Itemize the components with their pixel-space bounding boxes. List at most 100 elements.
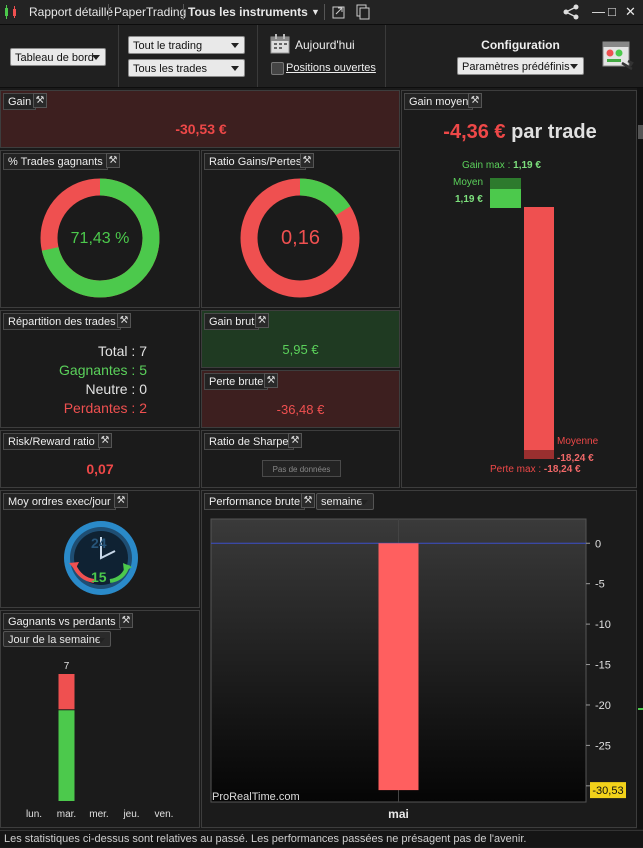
wrench-icon[interactable]: ⚒: [106, 153, 120, 168]
wrench-icon[interactable]: ⚒: [119, 613, 133, 628]
total-count-label: 7: [64, 661, 70, 672]
current-value-badge: [590, 782, 626, 799]
trading-select[interactable]: Tout le trading: [128, 36, 245, 54]
maximize-icon[interactable]: □: [608, 4, 616, 19]
wrench-icon[interactable]: ⚒: [468, 93, 482, 108]
ratio-panel: Ratio Gains/Pertes ⚒ 0,16: [201, 150, 400, 308]
max-gain-line: Gain max : 1,19 €: [462, 160, 541, 171]
avg-loss-amount: -18,24 €: [557, 453, 594, 464]
gain-arc: [40, 178, 160, 298]
tab-papertrading[interactable]: PaperTrading: [114, 5, 187, 19]
gross-loss-panel: Perte brute ⚒ -36,48 €: [201, 370, 400, 428]
tab-rapport-detaille[interactable]: Rapport détaillé: [29, 5, 114, 19]
panel-title: Gagnants vs perdants: [3, 613, 121, 630]
dashboard-select[interactable]: Tableau de bord: [10, 48, 106, 66]
trades-select[interactable]: Tous les trades: [128, 59, 245, 77]
candlestick-icon: [5, 5, 16, 19]
gain-value: -30,53 €: [175, 121, 227, 137]
wrench-icon[interactable]: ⚒: [300, 153, 314, 168]
today-button[interactable]: Aujourd'hui: [295, 38, 355, 52]
clock-icon: [64, 521, 138, 595]
divider: [324, 4, 325, 20]
open-positions-checkbox[interactable]: [271, 62, 284, 75]
share-icon[interactable]: [563, 4, 579, 20]
performance-panel: Performance brute ⚒ semaine 0 -5 -10 -15 -20…: [201, 490, 637, 828]
wrench-icon[interactable]: ⚒: [114, 493, 128, 508]
edge-marker: [638, 125, 643, 139]
edge-marker: [638, 708, 643, 710]
y-tick-label: -25: [595, 740, 611, 752]
y-tick-label: -15: [595, 660, 611, 672]
day-period-select[interactable]: Jour de la semaine: [3, 631, 111, 647]
calendar-icon[interactable]: [270, 34, 290, 54]
max-gain-value: 1,19 €: [513, 160, 541, 171]
panel-title: Performance brute: [204, 493, 306, 510]
wrench-icon[interactable]: ⚒: [33, 93, 47, 108]
avg-gain-suffix: par trade: [511, 121, 597, 143]
losers-bar: [58, 674, 75, 710]
avg-gain-amount: 1,19 €: [455, 194, 483, 205]
gain-arc: [240, 178, 360, 298]
risk-reward-panel: Risk/Reward ratio ⚒ 0,07: [0, 430, 200, 488]
ratio-value: 0,16: [281, 227, 320, 249]
y-tick-label: -5: [595, 579, 605, 591]
clock-hours-label: 24: [91, 535, 107, 551]
win-rate-donut: [40, 178, 160, 298]
wrench-icon[interactable]: ⚒: [301, 493, 315, 508]
loss-bar: [524, 207, 554, 459]
divider: [257, 25, 258, 87]
title-bar: Rapport détaillé PaperTrading Tous les i…: [0, 0, 643, 25]
preset-select[interactable]: Paramètres prédéfinis: [457, 57, 584, 75]
instrument-selector[interactable]: Tous les instruments: [188, 5, 308, 19]
panel-title: Répartition des trades: [3, 313, 121, 330]
panel-title: % Trades gagnants: [3, 153, 108, 170]
minimize-icon[interactable]: —: [592, 4, 605, 19]
copy-icon[interactable]: [356, 4, 370, 20]
avg-loss-label: Moyenne: [557, 436, 599, 447]
sharpe-panel: Ratio de Sharpe ⚒ Pas de données: [201, 430, 400, 488]
wrench-icon[interactable]: ⚒: [117, 313, 131, 328]
disclaimer-footer: Les statistiques ci-dessus sont relative…: [0, 830, 643, 847]
wrench-icon[interactable]: ⚒: [98, 433, 112, 448]
export-icon[interactable]: [332, 5, 346, 19]
panel-title: Risk/Reward ratio: [3, 433, 100, 450]
orders-panel: Moy ordres exec/jour ⚒ 24 15: [0, 490, 200, 608]
open-positions-label[interactable]: Positions ouvertes: [286, 62, 376, 74]
y-tick-label: -10: [595, 619, 611, 631]
panel-title: Perte brute: [204, 373, 269, 390]
gain-bar-mark: [490, 178, 521, 189]
wrench-icon[interactable]: ⚒: [255, 313, 269, 328]
distribution-panel: Répartition des trades ⚒ Total : 7 Gagna…: [0, 310, 200, 428]
watermark: ProRealTime.com: [212, 791, 300, 803]
max-loss-value: -18,24 €: [543, 464, 581, 475]
wrench-icon[interactable]: ⚒: [264, 373, 278, 388]
wrench-icon[interactable]: ⚒: [288, 433, 302, 448]
x-tick-label: ven.: [155, 809, 174, 820]
panel-title: Moy ordres exec/jour: [3, 493, 116, 510]
chevron-down-icon[interactable]: ▼: [311, 7, 320, 17]
winners-bar: [58, 710, 75, 801]
orders-value: 15: [91, 569, 107, 585]
win-rate-value: 71,43 %: [70, 230, 130, 247]
panel-title: Ratio Gains/Pertes: [204, 153, 307, 170]
period-select[interactable]: semaine: [316, 493, 374, 510]
y-tick-label: 0: [595, 538, 601, 550]
avg-gain-value: -4,36 €: [443, 121, 506, 143]
divider: [118, 25, 119, 87]
dashboard-settings-icon[interactable]: [602, 39, 634, 71]
losers-row: Perdantes : 2: [63, 400, 147, 416]
close-icon[interactable]: ✕: [625, 4, 636, 19]
panel-title: Gain brut: [204, 313, 260, 330]
max-loss-line: Perte max : -18,24 €: [490, 464, 581, 475]
divider: [183, 4, 184, 20]
winners-losers-panel: Gagnants vs perdants ⚒ Jour de la semain…: [0, 610, 200, 828]
neutral-row: Neutre : 0: [85, 381, 147, 397]
current-value-label: -30,53: [592, 785, 623, 797]
divider: [108, 4, 109, 20]
panel-title: Gain moyen: [404, 93, 474, 110]
panel-title: Ratio de Sharpe: [204, 433, 294, 450]
gross-gain-value: 5,95 €: [282, 342, 319, 357]
gain-panel: Gain ⚒ -30,53 €: [0, 90, 400, 148]
panel-title: Gain: [3, 93, 37, 110]
performance-chart: 0-5-10-15-20-25-30mai-30,53: [210, 518, 626, 821]
